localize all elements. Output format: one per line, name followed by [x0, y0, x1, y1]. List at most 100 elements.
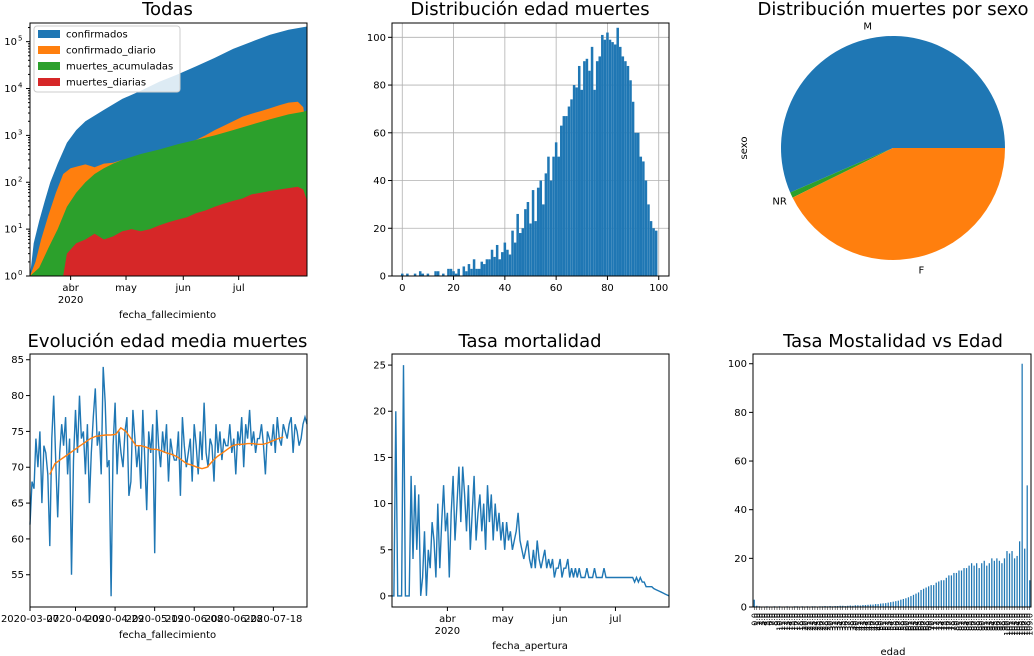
bar [839, 605, 841, 607]
histogram-bar [583, 61, 586, 277]
histogram-bar [516, 213, 519, 276]
bar [862, 605, 864, 607]
histogram-bar [454, 273, 458, 276]
x-tick-label: 53.0 [884, 613, 893, 631]
histogram-bar [488, 259, 491, 276]
x-tick-label: 54.0 [887, 613, 896, 631]
histogram-bar [529, 223, 532, 276]
x-tick-label: 39.0 [849, 613, 858, 631]
bar [900, 599, 902, 607]
x-tick-label: 86.0 [968, 613, 977, 631]
x-tick-label: 94.0 [988, 613, 997, 631]
histogram-bar [613, 44, 617, 276]
x-tick-label: 60 [550, 283, 563, 294]
x-tick-label: 75.0 [940, 613, 949, 631]
histogram-bar [621, 56, 625, 276]
x-tick-label: 72.0 [932, 613, 941, 631]
histogram-bar [636, 132, 640, 276]
histogram-bar [567, 106, 571, 276]
bar [970, 563, 973, 607]
histogram-bar [513, 242, 517, 276]
x-tick-label: 56.0 [892, 613, 901, 631]
x-tick-label: 104.0 [1013, 613, 1022, 636]
y-tick-label: 0 [380, 272, 386, 283]
line-series-0 [29, 366, 308, 597]
histogram-bar [654, 230, 658, 276]
bar [1029, 580, 1031, 607]
histogram-bar [475, 268, 478, 276]
x-tick-label: 85.0 [965, 613, 974, 631]
y-tick-exponent: 4 [18, 82, 23, 90]
histogram-bar [544, 173, 548, 276]
bar [910, 596, 912, 607]
histogram-bar [649, 221, 653, 276]
y-tick-label: 0 [741, 603, 747, 614]
histogram-bar [470, 268, 473, 276]
histogram-bar [572, 85, 576, 276]
x-tick-label: 102.0 [1008, 613, 1017, 636]
x-tick-label: jul [608, 614, 621, 625]
x-tick-label: 107.0 [1021, 613, 1030, 636]
x-tick-label: 47.0 [869, 613, 878, 631]
x-tick-label: 19.0 [798, 613, 807, 631]
chart-title: Distribución edad muertes [410, 0, 649, 20]
x-axis-label: edad [881, 647, 906, 656]
histogram-bar [554, 142, 558, 276]
plot-area: 556065707580852020-03-072020-04-092020-0… [1, 353, 308, 625]
y-tick-label: 70 [11, 463, 24, 474]
x-tick-label: 96.0 [993, 613, 1002, 631]
x-tick-label: 48.0 [872, 613, 881, 631]
bar [854, 605, 856, 607]
histogram-bar [480, 261, 484, 276]
x-tick-label: 0 [399, 283, 405, 294]
pie-area: M NR F [772, 22, 1005, 277]
x-tick-label: 82.0 [958, 613, 967, 631]
x-tick-label: 99.0 [1001, 613, 1010, 631]
y-tick-exponent: 3 [18, 128, 22, 136]
bar [882, 603, 884, 607]
x-tick-label: 45.0 [864, 613, 873, 631]
x-tick-label: 105.0 [1016, 613, 1025, 636]
x-tick-label: 2020-04-29 [86, 614, 144, 625]
y-tick-label: 15 [373, 453, 386, 464]
legend: confirmados confirmado_diario muertes_acum… [33, 25, 181, 93]
histogram-bar [624, 61, 627, 277]
histogram-bar [452, 271, 455, 276]
bar [1008, 553, 1011, 607]
histogram-bar [588, 70, 591, 277]
bar [1021, 363, 1023, 607]
bar [842, 605, 844, 607]
bar [1006, 551, 1008, 607]
bar [948, 575, 950, 608]
x-tick-label: 84.0 [963, 613, 972, 631]
bar [940, 580, 942, 607]
histogram-bar [652, 228, 655, 276]
histogram-bar [629, 80, 632, 276]
x-tick-label: 40 [498, 283, 511, 294]
y-tick-label: 10 [4, 178, 17, 189]
pie-label: NR [772, 197, 786, 208]
histogram-bar [616, 27, 619, 276]
x-tick-label: 2020-05-19 [126, 614, 184, 625]
x-tick-label: 2020-06-08 [165, 614, 223, 625]
histogram-bar [401, 273, 404, 276]
histogram-bar [536, 187, 540, 276]
x-tick-label: 2020-03-07 [1, 614, 59, 625]
x-tick-label: 80 [601, 283, 614, 294]
histogram-bar [506, 249, 509, 276]
bar [859, 605, 862, 607]
y-tick-label: 20 [734, 554, 747, 565]
histogram-bar [447, 268, 450, 276]
y-tick-label: 20 [373, 407, 386, 418]
histogram-bar [552, 156, 555, 276]
y-tick-label: 85 [11, 355, 24, 366]
bar [905, 598, 907, 607]
x-tick-label: 4.0 [760, 613, 769, 626]
x-tick-label: 60.0 [902, 613, 911, 631]
x-tick-label: 41.0 [854, 613, 863, 631]
histogram-bar [534, 221, 537, 276]
y-tick-exponent: 1 [18, 222, 22, 230]
histogram-bar [542, 204, 545, 276]
axes-frame [29, 22, 308, 277]
